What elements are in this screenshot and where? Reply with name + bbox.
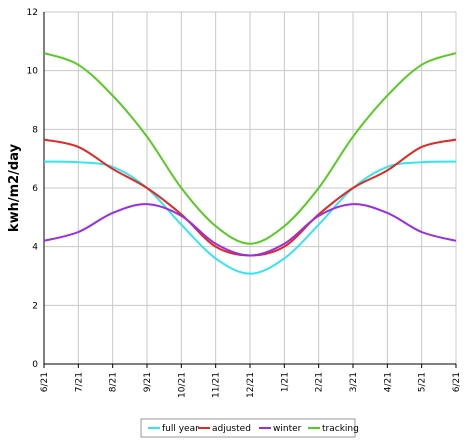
- x-tick-label: 10/21: [177, 372, 187, 398]
- legend-box: [140, 418, 356, 438]
- x-tick-label: 5/21: [418, 372, 428, 392]
- y-tick-label: 12: [27, 8, 38, 18]
- series-line-winter: [43, 203, 457, 257]
- x-tick-label: 1/21: [280, 372, 290, 392]
- legend-entry: adjusted: [212, 424, 251, 434]
- x-tick-labels: 6/21 7/21 8/21 9/21 10/21 11/21 12/21 1/21 2/21 3…: [40, 372, 462, 398]
- y-tick-label: 0: [32, 360, 38, 370]
- legend-entry: tracking: [322, 424, 359, 434]
- series-line-tracking: [43, 52, 457, 245]
- y-tick-label: 2: [32, 301, 38, 311]
- x-tick-label: 11/21: [212, 372, 222, 398]
- y-tick-label: 10: [27, 67, 39, 77]
- y-axis-label: kwh/m2/day: [7, 143, 22, 232]
- legend: full year adjusted winter tracking: [140, 418, 359, 438]
- legend-entry: winter: [273, 424, 302, 434]
- x-tick-label: 12/21: [246, 372, 256, 398]
- y-tick-label: 6: [32, 184, 38, 194]
- x-tick-label: 4/21: [383, 372, 393, 392]
- x-tick-label: 6/21: [452, 372, 462, 392]
- x-tick-label: 2/21: [315, 372, 325, 392]
- grid: [43, 11, 457, 365]
- series-line-full-year: [43, 160, 457, 275]
- x-tick-label: 6/21: [40, 372, 50, 392]
- series-lines: [43, 52, 457, 275]
- x-tick-label: 3/21: [349, 372, 359, 392]
- y-tick-labels: 0 2 4 6 8 10 12: [27, 8, 39, 370]
- y-tick-label: 4: [32, 243, 38, 253]
- x-tick-label: 9/21: [143, 372, 153, 392]
- y-tick-label: 8: [32, 125, 38, 135]
- legend-entry: full year: [162, 424, 199, 434]
- axes: [43, 12, 457, 368]
- x-tick-label: 7/21: [74, 372, 84, 392]
- x-tick-label: 8/21: [109, 372, 119, 392]
